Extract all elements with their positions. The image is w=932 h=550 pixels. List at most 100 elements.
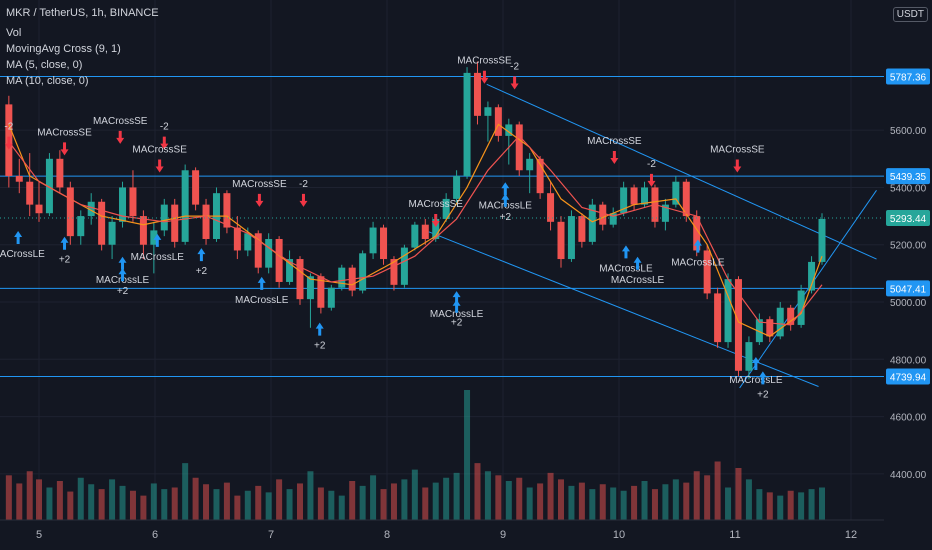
volume-bar	[297, 483, 303, 520]
signal-label: +2	[314, 341, 326, 352]
candle-body	[494, 107, 502, 136]
currency-button[interactable]: USDT	[892, 7, 928, 22]
arrow-up-icon	[257, 276, 266, 290]
volume-bar	[317, 487, 324, 520]
signal-label: MACrossLE	[729, 375, 783, 386]
volume-bar	[140, 495, 147, 520]
candle-body	[359, 253, 367, 291]
volume-bar	[495, 475, 502, 520]
signal-label: MACrossSE	[710, 145, 765, 156]
last-price-tag	[886, 209, 930, 226]
symbol-title[interactable]: MKR / TetherUS, 1h, BINANCE	[6, 7, 159, 19]
price-tick: 5400.00	[890, 183, 927, 194]
volume-bar	[77, 477, 84, 520]
arrow-up-icon	[751, 357, 760, 371]
level-price-label: 5787.36	[890, 73, 927, 84]
candle-body	[473, 72, 481, 116]
volume-bar	[725, 487, 732, 520]
candle-body	[119, 187, 127, 222]
chart-grid	[0, 0, 884, 520]
ma10-legend[interactable]: MA (10, close, 0)	[6, 75, 89, 87]
signal-label: +2	[59, 255, 71, 266]
arrow-up-icon	[14, 231, 23, 245]
volume-bar	[526, 487, 533, 520]
arrow-up-icon	[118, 268, 127, 282]
volume-bar	[129, 490, 136, 520]
volume-bar	[276, 479, 283, 520]
candle-body	[223, 193, 231, 228]
price-tick: 4800.00	[890, 355, 927, 366]
candle-body	[87, 201, 95, 217]
candle-body	[98, 201, 106, 245]
volume-bar	[223, 482, 230, 520]
strategy-legend[interactable]: MovingAvg Cross (9, 1)	[6, 43, 121, 55]
candle-body	[150, 230, 158, 245]
volume-bar	[589, 489, 596, 520]
candle-body	[15, 175, 23, 182]
candle-body	[202, 204, 210, 240]
arrow-up-icon	[693, 239, 702, 253]
volume-bar	[370, 475, 377, 520]
volume-bar	[516, 477, 523, 520]
signal-label: MACrossLE	[599, 263, 653, 274]
volume-bar	[683, 482, 690, 520]
signal-label: -2	[160, 122, 169, 133]
arrow-up-icon	[633, 256, 642, 270]
arrow-up-icon	[197, 248, 206, 262]
volume-bar	[735, 468, 742, 520]
candle-body	[557, 221, 565, 260]
candle-body	[776, 307, 784, 337]
candle-body	[338, 267, 346, 288]
arrow-down-icon	[431, 213, 440, 227]
candle-body	[171, 204, 179, 242]
candle-body	[734, 279, 742, 371]
volume-bar	[766, 492, 773, 520]
signal-label: MACrossLE	[235, 295, 289, 306]
arrow-up-icon	[758, 371, 767, 385]
volume-bar	[286, 489, 293, 520]
candle-body	[66, 187, 74, 237]
volume-bar	[819, 487, 825, 520]
candle-body	[463, 72, 471, 176]
arrow-down-icon	[299, 193, 308, 207]
candle-body	[703, 250, 711, 294]
volume-bar	[109, 479, 116, 520]
candle-body	[192, 170, 200, 205]
volume-bar	[98, 489, 105, 520]
candle-body	[129, 187, 137, 217]
volume-bar	[171, 487, 178, 520]
volume-bar	[641, 481, 648, 520]
volume-bar	[620, 490, 627, 520]
signal-label: MACrossLE	[131, 252, 185, 263]
candle-body	[327, 287, 335, 308]
volume-bar	[777, 495, 784, 520]
signal-label: MACrossSE	[93, 116, 148, 127]
vol-legend[interactable]: Vol	[6, 27, 22, 39]
level-price-tag	[886, 280, 930, 297]
candle-body	[181, 170, 189, 242]
candle-body	[787, 307, 795, 325]
candle-body	[515, 124, 523, 171]
ma5-legend[interactable]: MA (5, close, 0)	[6, 59, 83, 71]
time-axis[interactable]: 5 6 7 8 9 10 11 12	[0, 519, 932, 550]
arrow-down-icon	[116, 130, 125, 144]
volume-bar	[714, 461, 721, 520]
signal-label: +2	[757, 389, 769, 400]
volume-bar	[568, 485, 575, 520]
candle-body	[108, 221, 116, 245]
candle-body	[693, 216, 701, 251]
volume-bar	[537, 483, 544, 520]
volume-bar	[443, 477, 450, 520]
signal-label: MACrossSE	[132, 145, 187, 156]
candles	[5, 61, 826, 380]
arrow-down-icon	[510, 76, 519, 90]
volume-bar	[244, 490, 251, 520]
time-tick: 5	[36, 529, 42, 541]
candle-body	[755, 319, 763, 343]
candle-body	[599, 204, 607, 225]
volume-bar	[484, 471, 491, 520]
volume-bar	[756, 489, 763, 520]
volume-bar	[192, 477, 199, 520]
